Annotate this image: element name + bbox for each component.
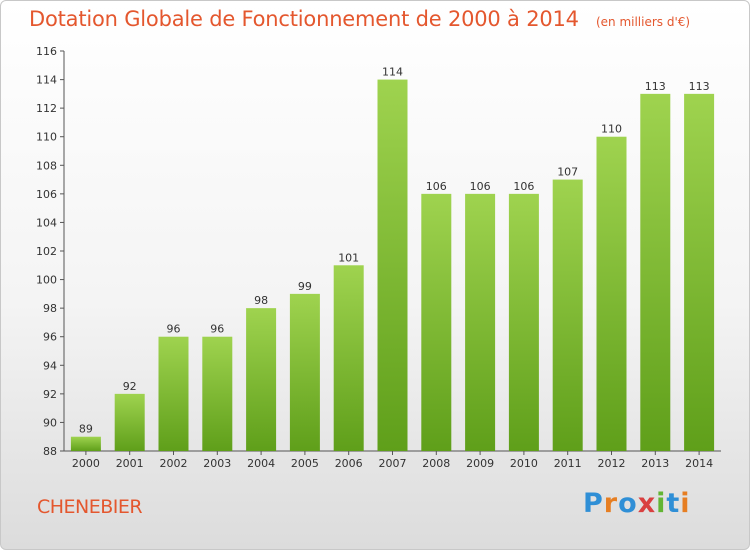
bar (158, 336, 189, 451)
y-tick-label: 114 (36, 74, 57, 87)
bar (421, 193, 452, 451)
x-tick-label: 2005 (291, 457, 319, 470)
logo-letter: x (637, 488, 657, 519)
y-tick-label: 94 (43, 359, 57, 372)
bar (202, 336, 233, 451)
bar (377, 79, 408, 452)
bar-value-label: 106 (426, 180, 447, 193)
x-tick-label: 2011 (554, 457, 582, 470)
bar-value-label: 107 (557, 166, 578, 179)
bar (465, 193, 496, 451)
chart-title: Dotation Globale de Fonctionnement de 20… (29, 7, 579, 31)
x-tick-label: 2014 (685, 457, 713, 470)
y-tick-label: 100 (36, 274, 57, 287)
y-tick-label: 90 (43, 416, 57, 429)
x-tick-label: 2009 (466, 457, 494, 470)
bar-value-label: 114 (382, 66, 403, 79)
bar (684, 93, 715, 451)
bar-value-label: 89 (79, 423, 93, 436)
commune-name: CHENEBIER (37, 496, 143, 518)
proxiti-logo: Proxiti (583, 488, 691, 519)
bar-value-label: 96 (167, 323, 181, 336)
y-tick-label: 104 (36, 216, 57, 229)
bar (70, 436, 101, 451)
y-tick-label: 92 (43, 388, 57, 401)
y-tick-label: 112 (36, 102, 57, 115)
chart-subtitle: (en milliers d'€) (595, 15, 691, 29)
x-tick-label: 2010 (510, 457, 538, 470)
x-tick-label: 2006 (335, 457, 363, 470)
x-tick-label: 2012 (598, 457, 626, 470)
x-tick-label: 2007 (379, 457, 407, 470)
y-tick-label: 116 (36, 45, 57, 58)
bar-value-label: 99 (298, 280, 312, 293)
y-tick-label: 102 (36, 245, 57, 258)
x-tick-label: 2001 (116, 457, 144, 470)
logo-letter: t (666, 488, 681, 519)
bar-value-label: 106 (470, 180, 491, 193)
y-tick-label: 96 (43, 331, 57, 344)
bars: 89 92 96 96 98 99 101 114 106 106 106 107 110 113 113 (70, 66, 715, 452)
y-tick-label: 110 (36, 131, 57, 144)
bar-value-label: 98 (254, 294, 268, 307)
y-tick-label: 98 (43, 302, 57, 315)
x-tick-label: 2003 (203, 457, 231, 470)
x-tick-label: 2013 (641, 457, 669, 470)
bar (289, 293, 320, 451)
axes: 88 90 92 94 96 98 100 102 104 106 108 110 112 114 116 2… (36, 45, 721, 470)
y-tick-label: 108 (36, 159, 57, 172)
bar-value-label: 113 (689, 80, 710, 93)
bar-value-label: 96 (210, 323, 224, 336)
y-tick-label: 88 (43, 445, 57, 458)
title-block: Dotation Globale de Fonctionnement de 20… (29, 7, 690, 31)
bar (114, 393, 145, 451)
bar (246, 308, 277, 451)
bar-value-label: 101 (338, 251, 359, 264)
x-tick-label: 2000 (72, 457, 100, 470)
logo-letter: i (680, 488, 691, 519)
logo-letter: o (618, 488, 638, 519)
bar (640, 93, 671, 451)
bar-value-label: 106 (513, 180, 534, 193)
bar-value-label: 110 (601, 123, 622, 136)
bar-value-label: 92 (123, 380, 137, 393)
bar (596, 136, 627, 451)
bar (552, 179, 583, 452)
logo-letter: P (583, 488, 604, 519)
x-tick-label: 2004 (247, 457, 275, 470)
x-tick-label: 2008 (422, 457, 450, 470)
logo-letter: i (656, 488, 667, 519)
logo-letter: r (603, 488, 619, 519)
bar (333, 265, 364, 451)
y-tick-label: 106 (36, 188, 57, 201)
bar (508, 193, 539, 451)
x-tick-label: 2002 (160, 457, 188, 470)
bar-value-label: 113 (645, 80, 666, 93)
